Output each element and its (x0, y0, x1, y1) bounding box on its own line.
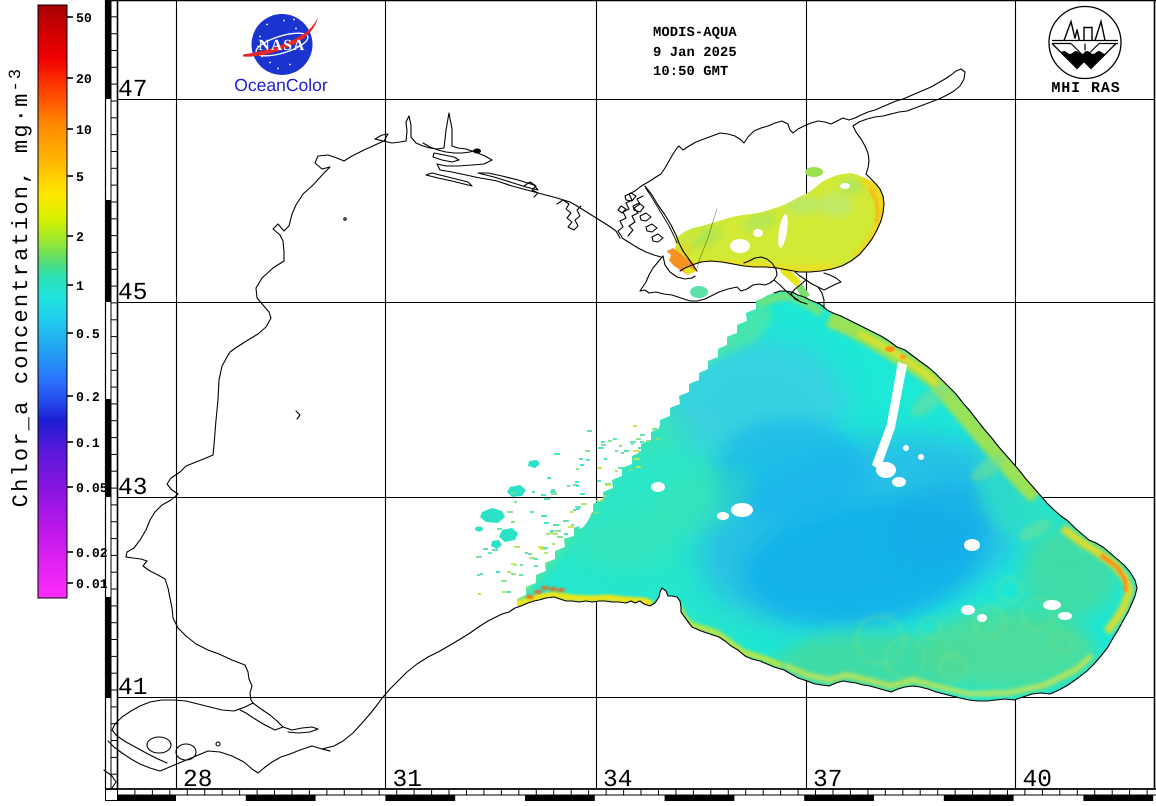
svg-text:0.2: 0.2 (76, 390, 100, 405)
svg-text:Chlor_a concentration, mg·m-3: Chlor_a concentration, mg·m-3 (7, 67, 34, 508)
svg-text:NASA: NASA (258, 37, 305, 54)
svg-text:OceanColor: OceanColor (234, 75, 328, 95)
svg-text:41: 41 (118, 675, 147, 702)
svg-text:0.01: 0.01 (76, 577, 108, 592)
svg-text:37: 37 (813, 767, 842, 794)
svg-text:45: 45 (118, 280, 147, 307)
svg-text:31: 31 (393, 767, 422, 794)
svg-text:1: 1 (76, 279, 84, 294)
svg-text:0.1: 0.1 (76, 436, 100, 451)
svg-text:47: 47 (118, 77, 147, 104)
svg-text:9 Jan 2025: 9 Jan 2025 (653, 46, 737, 61)
svg-text:10:50 GMT: 10:50 GMT (653, 65, 728, 80)
svg-text:2: 2 (76, 230, 84, 245)
svg-text:40: 40 (1023, 767, 1052, 794)
svg-text:0.05: 0.05 (76, 481, 108, 496)
svg-text:MHI RAS: MHI RAS (1051, 80, 1120, 97)
svg-text:0.5: 0.5 (76, 327, 100, 342)
svg-text:28: 28 (183, 767, 212, 794)
svg-text:34: 34 (603, 767, 632, 794)
svg-text:MODIS-AQUA: MODIS-AQUA (653, 26, 737, 41)
svg-text:43: 43 (118, 475, 147, 502)
svg-text:10: 10 (76, 123, 92, 138)
svg-text:5: 5 (76, 170, 84, 185)
svg-text:20: 20 (76, 72, 92, 87)
svg-text:50: 50 (76, 11, 92, 26)
svg-text:0.02: 0.02 (76, 546, 108, 561)
